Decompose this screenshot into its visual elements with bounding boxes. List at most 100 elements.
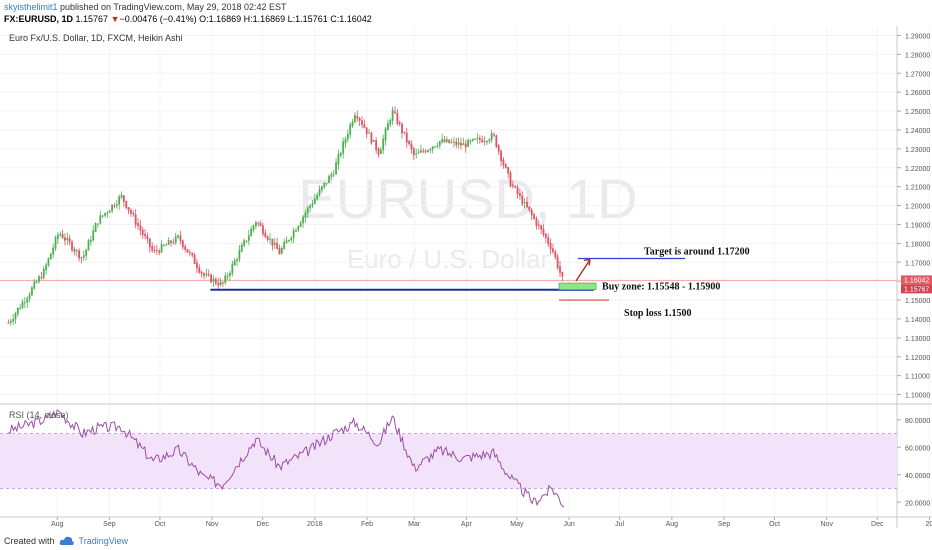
candle-body — [559, 266, 561, 273]
time-axis[interactable]: Aug Sep Oct Nov Dec 2018 Feb Mar Apr May Jun Jul Aug… — [51, 517, 932, 528]
candle-body — [323, 182, 326, 187]
candle-body — [144, 234, 146, 237]
candle-body — [12, 319, 14, 322]
candle-body — [101, 215, 104, 217]
candles[interactable] — [7, 106, 564, 326]
price-tick-label: 1.19000 — [905, 222, 930, 229]
candle-body — [384, 128, 387, 141]
candle-body — [457, 142, 460, 145]
candle-body — [56, 234, 59, 240]
candle-body — [292, 230, 295, 239]
candle-body — [306, 207, 309, 214]
candle-body — [130, 210, 132, 214]
candle-body — [304, 212, 307, 218]
candle-body — [184, 246, 187, 250]
candle-body — [540, 225, 543, 230]
candle-body — [276, 242, 279, 250]
candle-body — [40, 277, 43, 279]
candle-body — [271, 238, 274, 246]
price-badge — [901, 284, 932, 294]
candle-body — [243, 240, 246, 246]
candle-body — [408, 140, 411, 144]
tradingview-link[interactable]: TradingView — [78, 535, 129, 546]
time-tick-label: 20 — [926, 521, 932, 528]
candle-body — [125, 200, 128, 209]
chart-legend[interactable]: Euro Fx/U.S. Dollar, 1D, FXCM, Heikin As… — [9, 33, 183, 43]
candle-body — [108, 210, 111, 213]
rsi-line[interactable] — [8, 408, 565, 508]
candle-body — [118, 196, 121, 205]
candle-body — [328, 176, 330, 183]
candle-body — [200, 271, 203, 274]
candle-body — [94, 223, 97, 232]
candle-body — [467, 139, 469, 147]
candle-body — [547, 237, 550, 244]
candle-body — [346, 134, 349, 140]
candle-body — [509, 172, 512, 187]
price-tick-label: 1.24000 — [905, 128, 930, 135]
price-tick-label: 1.12000 — [905, 355, 930, 362]
candle-body — [530, 209, 533, 216]
price-tick-label: 1.29000 — [905, 33, 930, 40]
candle-body — [474, 139, 477, 141]
time-tick-label: Dec — [256, 521, 269, 528]
candle-body — [445, 139, 448, 142]
candle-body — [295, 230, 297, 232]
price-tick-label: 1.15000 — [905, 298, 930, 305]
price-tick-label: 1.10000 — [905, 393, 930, 400]
candle-body — [488, 139, 491, 142]
candle-body — [561, 271, 564, 277]
trade-levels[interactable]: Target is around 1.17200 Buy zone: 1.1554… — [210, 246, 750, 319]
candle-body — [47, 258, 50, 266]
candle-body — [497, 145, 500, 152]
candle-body — [80, 257, 83, 259]
rsi-axis[interactable]: 80.0000 60.0000 40.0000 20.0000 — [897, 418, 930, 508]
candle-body — [471, 138, 474, 141]
candle-body — [132, 213, 135, 215]
time-tick-label: Aug — [51, 521, 64, 528]
rsi-legend[interactable]: RSI (14, close) — [9, 410, 69, 420]
author-link[interactable]: skyisthelimit1 — [4, 2, 58, 12]
candle-body — [172, 242, 175, 244]
time-tick-label: Aug — [666, 521, 679, 528]
price-axis[interactable]: 1.29000 1.28000 1.27000 1.26000 1.25000 1.240… — [897, 33, 930, 400]
candle-body — [16, 307, 19, 315]
buy-zone-annotation: Buy zone: 1.15548 - 1.15900 — [602, 281, 720, 292]
candle-body — [453, 141, 455, 143]
watermark: EURUSD, 1D Euro / U.S. Dollar — [298, 167, 637, 274]
candle-body — [365, 127, 368, 135]
down-triangle-icon: ▼ — [110, 14, 120, 24]
candle-body — [297, 226, 300, 231]
candle-body — [33, 281, 36, 289]
watermark-description: Euro / U.S. Dollar — [347, 244, 550, 274]
time-tick-label: Jul — [615, 521, 624, 528]
candle-body — [511, 184, 514, 187]
candle-body — [155, 250, 158, 252]
candle-body — [104, 213, 106, 216]
candle-body — [205, 273, 208, 276]
candle-body — [19, 307, 22, 309]
candle-body — [134, 214, 137, 225]
price-tick-label: 1.27000 — [905, 71, 930, 78]
candle-body — [106, 212, 109, 214]
candle-body — [361, 120, 363, 125]
candle-body — [181, 240, 184, 248]
price-tick-label: 1.23000 — [905, 147, 930, 154]
time-tick-label: Nov — [206, 521, 219, 528]
candle-body — [514, 186, 517, 188]
candle-body — [7, 322, 10, 324]
candle-body — [401, 123, 403, 134]
time-tick-label: Jun — [563, 521, 574, 528]
candle-body — [196, 262, 198, 269]
ohlc-values: O:1.16869 H:1.16869 L:1.15761 C:1.16042 — [199, 14, 372, 24]
stop-loss-annotation: Stop loss 1.1500 — [624, 308, 692, 319]
rsi-tick-label: 20.0000 — [905, 500, 930, 507]
candle-body — [240, 244, 243, 252]
candle-body — [358, 118, 361, 121]
candle-body — [210, 274, 213, 283]
candle-body — [113, 205, 116, 207]
candle-body — [219, 281, 222, 286]
candle-body — [389, 120, 392, 125]
candle-body — [316, 194, 319, 200]
